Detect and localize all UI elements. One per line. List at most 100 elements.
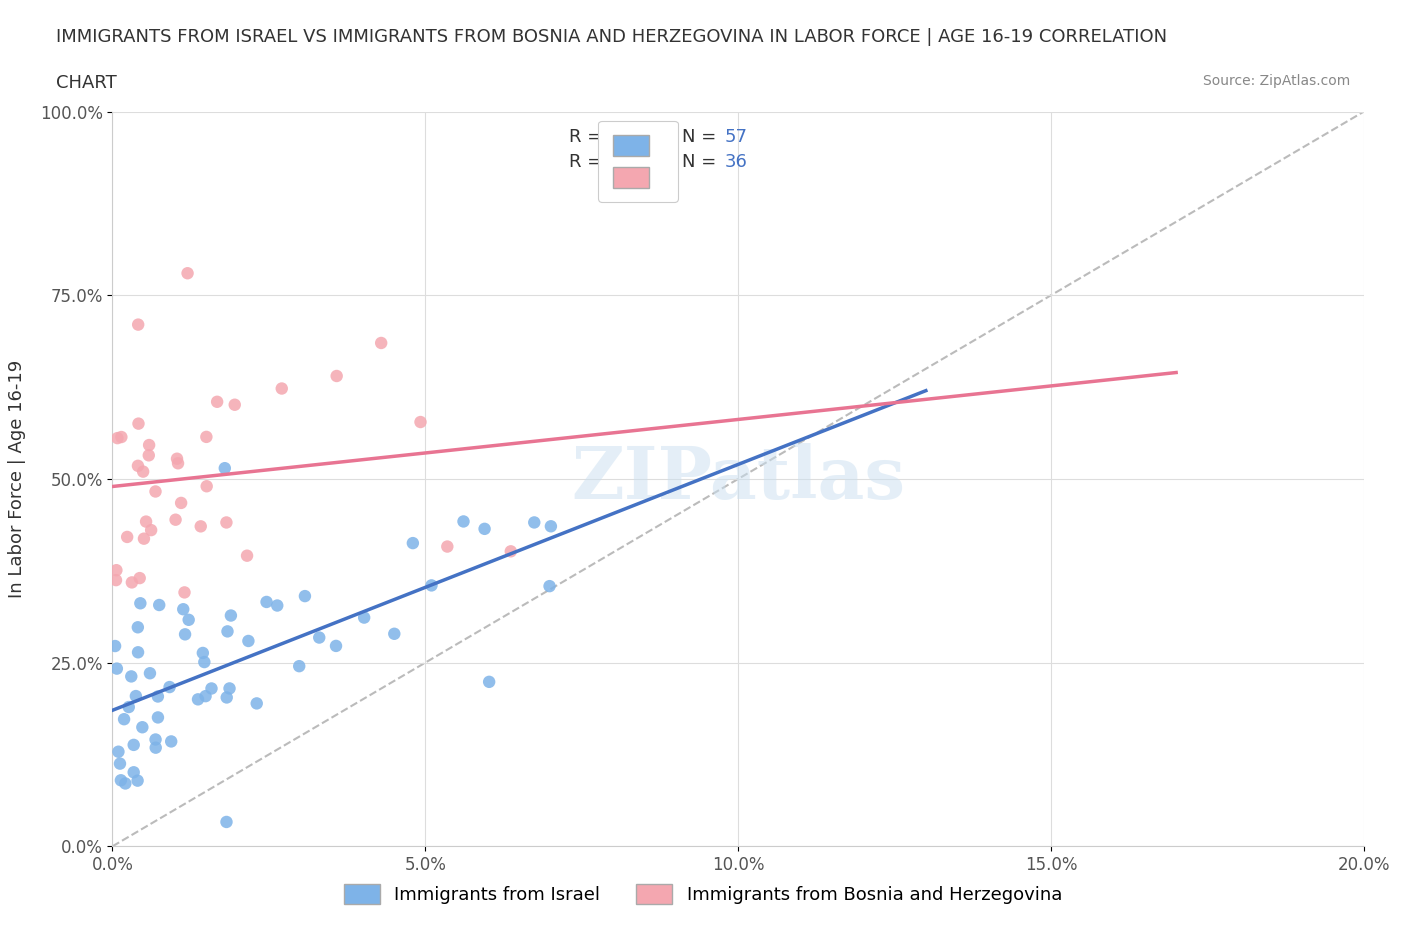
Point: [132, 531, 155, 546]
Point: [478, 674, 501, 689]
Point: [127, 619, 149, 634]
Text: CHART: CHART: [56, 74, 117, 92]
Point: [219, 608, 242, 623]
Point: [110, 430, 132, 445]
Point: [195, 479, 218, 494]
Point: [288, 658, 311, 673]
Point: [238, 633, 260, 648]
Point: [177, 612, 200, 627]
Y-axis label: In Labor Force | Age 16-19: In Labor Force | Age 16-19: [8, 360, 25, 598]
Point: [540, 519, 562, 534]
Point: [420, 578, 443, 592]
Point: [118, 699, 141, 714]
Text: R =: R =: [569, 153, 609, 171]
Text: 0.612: 0.612: [614, 128, 665, 146]
Point: [145, 740, 167, 755]
Point: [190, 519, 212, 534]
Point: [170, 496, 193, 511]
Text: N =: N =: [682, 128, 721, 146]
Point: [105, 573, 128, 588]
Point: [138, 448, 160, 463]
Point: [325, 639, 347, 654]
Point: [236, 549, 259, 564]
Point: [353, 610, 375, 625]
Point: [160, 734, 183, 749]
Point: [146, 689, 169, 704]
Point: [167, 456, 190, 471]
Point: [270, 381, 292, 396]
Point: [194, 689, 217, 704]
Point: [370, 336, 392, 351]
Text: ZIPatlas: ZIPatlas: [571, 444, 905, 514]
Point: [215, 515, 238, 530]
Point: [165, 512, 187, 527]
Point: [523, 515, 546, 530]
Point: [105, 661, 128, 676]
Point: [214, 460, 236, 475]
Point: [172, 602, 194, 617]
Point: [436, 539, 458, 554]
Point: [224, 397, 246, 412]
Point: [148, 598, 170, 613]
Point: [246, 696, 269, 711]
Point: [125, 688, 148, 703]
Point: [107, 744, 129, 759]
Point: [127, 773, 149, 788]
Text: IMMIGRANTS FROM ISRAEL VS IMMIGRANTS FROM BOSNIA AND HERZEGOVINA IN LABOR FORCE : IMMIGRANTS FROM ISRAEL VS IMMIGRANTS FRO…: [56, 28, 1167, 46]
Point: [382, 626, 405, 641]
Point: [200, 681, 222, 696]
Point: [127, 417, 149, 432]
Point: [256, 594, 278, 609]
Point: [138, 438, 160, 453]
Point: [176, 266, 198, 281]
Point: [127, 458, 149, 473]
Point: [453, 514, 475, 529]
Point: [325, 368, 347, 383]
Point: [122, 737, 145, 752]
Point: [215, 690, 238, 705]
Point: [195, 430, 218, 445]
Point: [104, 639, 127, 654]
Point: [127, 317, 149, 332]
Point: [131, 720, 153, 735]
Point: [139, 666, 162, 681]
Point: [187, 692, 209, 707]
Legend: , : ,: [599, 121, 678, 202]
Point: [127, 644, 149, 659]
Text: R =: R =: [569, 128, 609, 146]
Point: [108, 756, 131, 771]
Text: 57: 57: [724, 128, 748, 146]
Point: [145, 484, 167, 498]
Text: Source: ZipAtlas.com: Source: ZipAtlas.com: [1202, 74, 1350, 88]
Point: [499, 544, 522, 559]
Point: [120, 669, 142, 684]
Point: [112, 711, 135, 726]
Text: 0.347: 0.347: [614, 153, 666, 171]
Point: [217, 624, 239, 639]
Point: [215, 815, 238, 830]
Legend: Immigrants from Israel, Immigrants from Bosnia and Herzegovina: Immigrants from Israel, Immigrants from …: [336, 876, 1070, 911]
Point: [122, 764, 145, 779]
Point: [121, 575, 143, 590]
Text: 36: 36: [724, 153, 747, 171]
Point: [159, 680, 181, 695]
Point: [218, 681, 240, 696]
Point: [145, 732, 167, 747]
Point: [166, 451, 188, 466]
Point: [128, 571, 150, 586]
Point: [173, 585, 195, 600]
Point: [107, 431, 129, 445]
Point: [139, 523, 162, 538]
Point: [174, 627, 197, 642]
Point: [402, 536, 425, 551]
Point: [308, 631, 330, 645]
Point: [135, 514, 157, 529]
Point: [114, 776, 136, 790]
Point: [132, 464, 155, 479]
Point: [191, 645, 214, 660]
Point: [409, 415, 432, 430]
Point: [115, 529, 138, 544]
Point: [129, 596, 152, 611]
Point: [538, 578, 561, 593]
Point: [105, 563, 128, 578]
